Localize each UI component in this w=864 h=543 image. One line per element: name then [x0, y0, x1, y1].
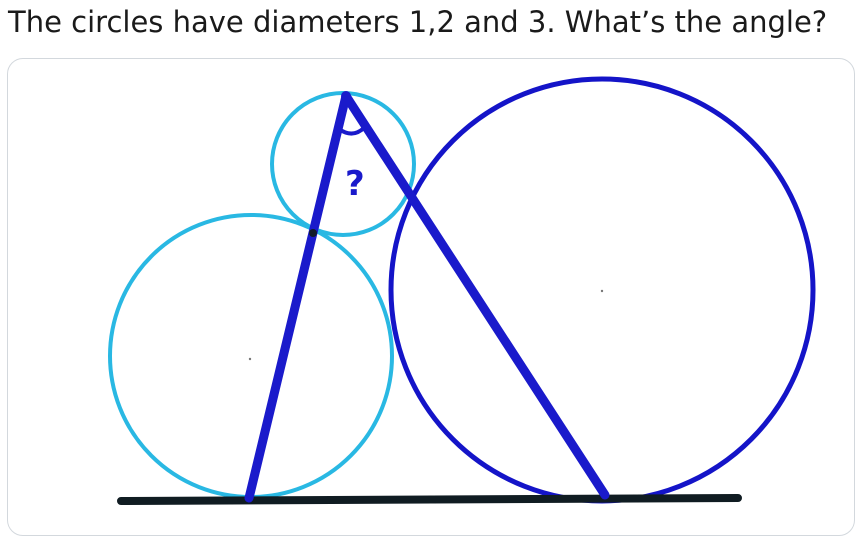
angle-label: ?: [345, 164, 365, 204]
ground-line: [117, 494, 742, 505]
medium-circle: [108, 213, 394, 499]
apex-point: [341, 91, 351, 101]
tangent-point-left: [309, 229, 317, 237]
angle-arc: [337, 125, 367, 136]
left-line: [244, 91, 351, 503]
question-text: The circles have diameters 1,2 and 3. Wh…: [8, 5, 828, 39]
large-circle-center: [600, 289, 604, 293]
right-line: [341, 91, 610, 500]
circles-diagram: ?: [108, 76, 816, 505]
figure-card: ?: [7, 58, 855, 536]
medium-circle-center: [248, 357, 252, 361]
